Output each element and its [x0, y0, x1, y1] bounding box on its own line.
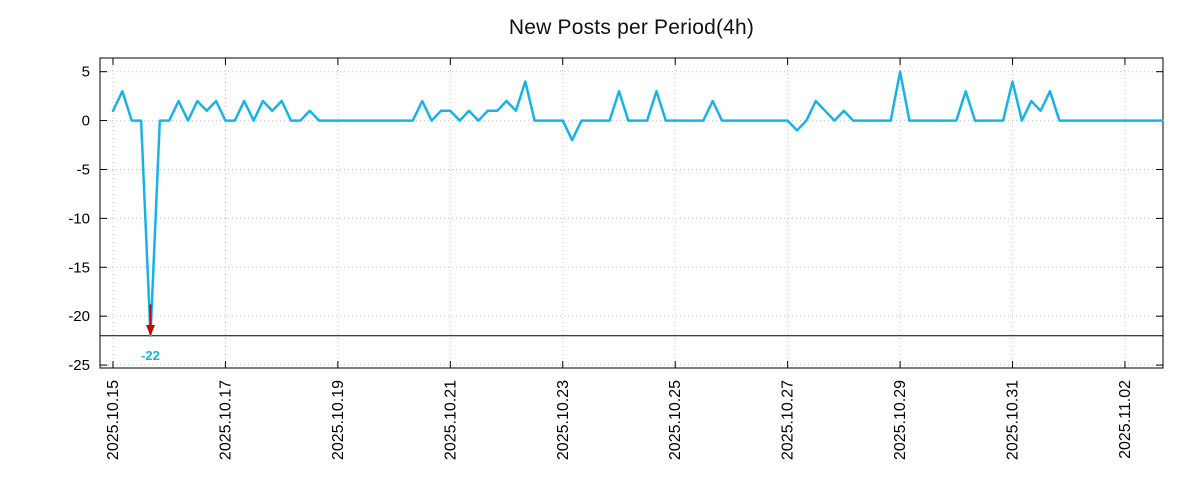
x-tick-label: 2025.10.23 — [555, 380, 572, 460]
x-tick-label: 2025.11.02 — [1117, 380, 1134, 459]
y-tick-label: -5 — [77, 161, 90, 178]
y-tick-label: -25 — [68, 357, 90, 374]
y-tick-label: -15 — [68, 259, 90, 276]
series-line — [111, 70, 1164, 337]
x-tick-label: 2025.10.31 — [1005, 380, 1022, 460]
y-tick-label: -10 — [68, 210, 90, 227]
x-tick-label: 2025.10.29 — [892, 380, 909, 460]
y-tick-label: 5 — [82, 64, 90, 81]
y-tick-label: 0 — [82, 113, 90, 130]
plot-border — [99, 57, 1164, 369]
x-tick-label: 2025.10.25 — [667, 380, 684, 460]
y-tick-label: -20 — [68, 308, 90, 325]
x-tick-label: 2025.10.27 — [780, 380, 797, 460]
min-value-label: -22 — [141, 348, 160, 363]
min-arrow-head-icon — [145, 324, 155, 336]
x-tick-label: 2025.10.15 — [105, 380, 122, 460]
x-tick-label: 2025.10.17 — [217, 380, 234, 460]
x-tick-label: 2025.10.19 — [330, 380, 347, 460]
chart-title: New Posts per Period(4h) — [508, 16, 755, 39]
x-tick-label: 2025.10.21 — [442, 380, 459, 460]
